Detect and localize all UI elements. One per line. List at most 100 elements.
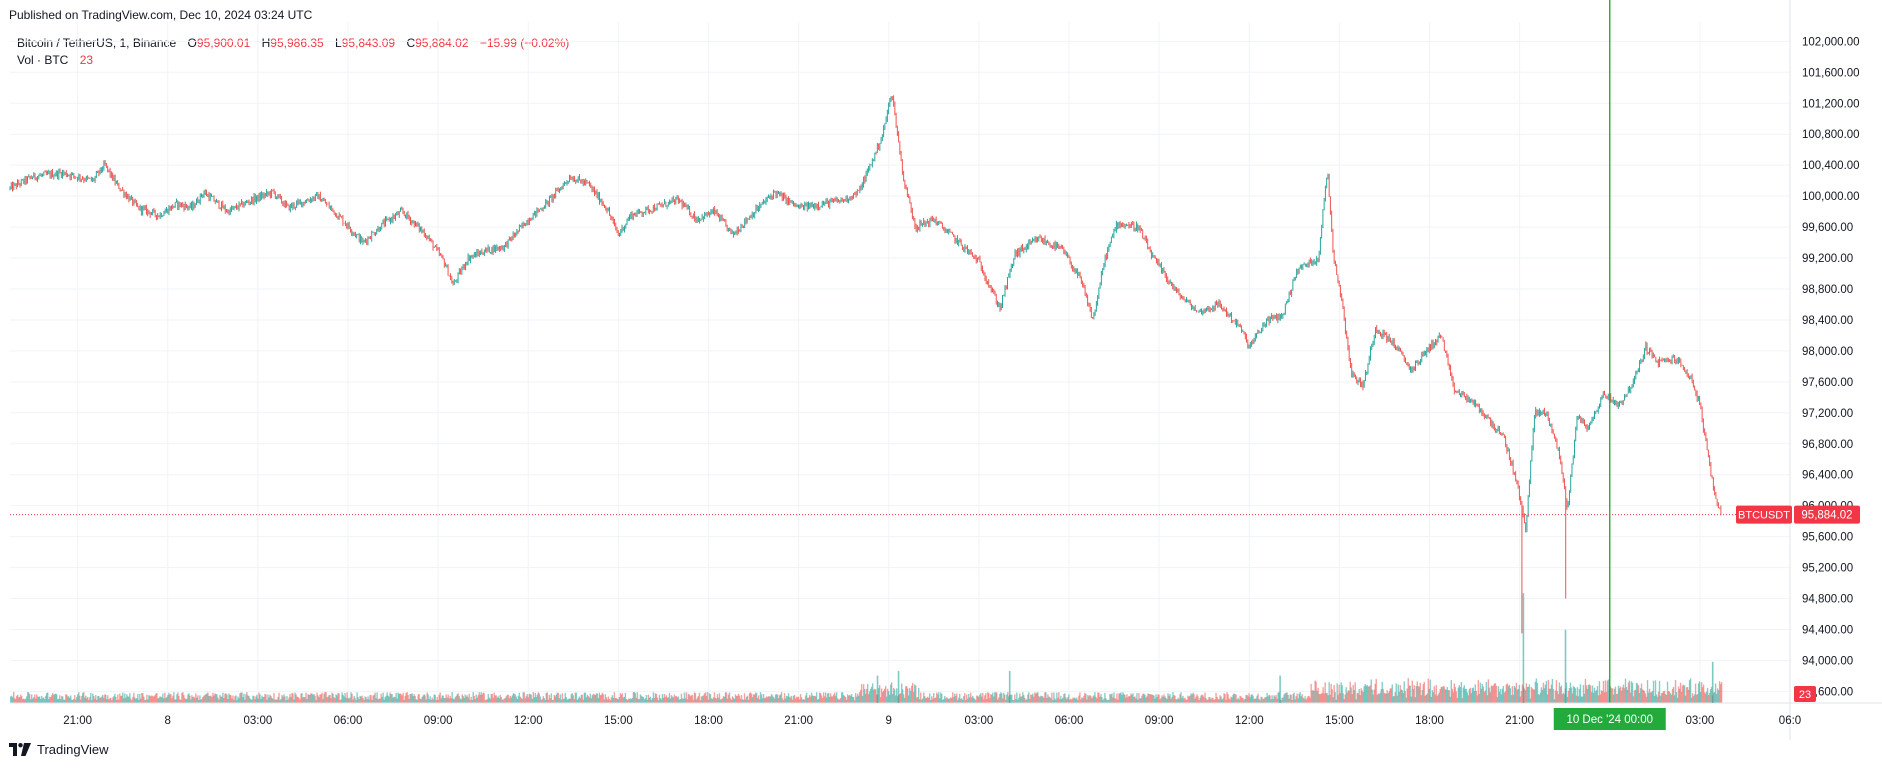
price-chart[interactable]: 102,000.00101,600.00101,200.00100,800.00… bbox=[0, 0, 1882, 740]
volume-bar bbox=[1468, 689, 1471, 703]
volume-bar bbox=[249, 698, 251, 703]
volume-bar bbox=[1501, 688, 1504, 703]
volume-bar bbox=[372, 695, 374, 703]
volume-bar bbox=[313, 694, 315, 703]
volume-bar bbox=[1702, 684, 1705, 703]
volume-bar bbox=[1138, 693, 1140, 703]
volume-bar bbox=[1285, 692, 1287, 703]
volume-bar bbox=[1357, 693, 1359, 703]
volume-bar bbox=[1388, 691, 1390, 703]
volume-bar bbox=[259, 694, 261, 703]
volume-bar bbox=[1657, 691, 1660, 703]
volume-bar bbox=[1021, 696, 1023, 703]
volume-bar bbox=[1336, 683, 1338, 703]
volume-bar bbox=[1020, 696, 1022, 703]
volume-bar bbox=[1452, 692, 1455, 703]
volume-bar bbox=[1320, 693, 1322, 703]
volume-bar-notable bbox=[876, 675, 879, 703]
volume-bar bbox=[1592, 692, 1595, 703]
volume-bar bbox=[1072, 697, 1074, 703]
volume-bar bbox=[1290, 694, 1292, 703]
volume-bar bbox=[865, 688, 868, 703]
legend-volume-label[interactable]: Vol · BTC bbox=[17, 53, 69, 67]
volume-bar bbox=[1529, 698, 1532, 703]
volume-bar bbox=[1411, 680, 1413, 703]
volume-bar bbox=[1235, 694, 1237, 703]
legend-symbol[interactable]: Bitcoin / TetherUS, 1, Binance bbox=[17, 36, 177, 50]
volume-bar bbox=[1370, 679, 1372, 703]
volume-bar bbox=[199, 695, 201, 703]
volume-bar bbox=[608, 698, 611, 703]
volume-bar bbox=[405, 692, 407, 703]
volume-bar bbox=[1590, 692, 1593, 703]
volume-bar bbox=[397, 692, 399, 703]
volume-bar bbox=[421, 696, 423, 703]
tradingview-brand[interactable]: TradingView bbox=[9, 742, 109, 757]
volume-bar bbox=[1686, 687, 1689, 703]
volume-bar bbox=[531, 698, 533, 703]
volume-bar bbox=[938, 692, 940, 703]
volume-bar bbox=[677, 696, 680, 703]
volume-bar bbox=[611, 695, 614, 703]
volume-bar bbox=[1171, 697, 1173, 703]
time-tick-label: 15:00 bbox=[604, 715, 633, 727]
volume-bar bbox=[1661, 692, 1664, 703]
volume-bar bbox=[1295, 696, 1297, 703]
volume-bar bbox=[1161, 695, 1163, 703]
volume-bar bbox=[218, 699, 220, 703]
volume-bar bbox=[581, 694, 584, 703]
volume-bar bbox=[801, 699, 804, 703]
volume-bar bbox=[1396, 695, 1398, 703]
volume-bar bbox=[1207, 699, 1209, 703]
volume-bar bbox=[475, 694, 477, 703]
volume-bar bbox=[1642, 690, 1645, 703]
volume-bar bbox=[606, 699, 609, 703]
volume-bar bbox=[1471, 688, 1474, 703]
volume-bar bbox=[1703, 692, 1706, 703]
volume-bar bbox=[1632, 696, 1635, 703]
volume-bar bbox=[449, 695, 451, 703]
volume-bar bbox=[1582, 684, 1585, 703]
volume-bar bbox=[883, 688, 886, 703]
volume-bar bbox=[991, 694, 993, 703]
volume-bar bbox=[1266, 692, 1268, 703]
price-tick-label: 98,400.00 bbox=[1802, 315, 1853, 327]
volume-bar bbox=[969, 697, 971, 703]
volume-bar bbox=[1525, 683, 1528, 703]
volume-bar bbox=[1430, 696, 1432, 703]
legend-high: 95,986.35 bbox=[270, 36, 324, 50]
volume-bar bbox=[884, 685, 887, 703]
volume-bar bbox=[375, 698, 377, 703]
volume-bar bbox=[291, 692, 293, 703]
volume-bar bbox=[26, 696, 28, 703]
volume-bar bbox=[737, 693, 740, 703]
volume-bar bbox=[1280, 700, 1282, 703]
volume-bar bbox=[439, 692, 441, 703]
volume-bar bbox=[420, 699, 422, 703]
volume-bar bbox=[1322, 687, 1324, 703]
volume-bar bbox=[1059, 699, 1061, 703]
crosshair-time-label: 10 Dec '24 00:00 bbox=[1566, 714, 1653, 726]
volume-bar bbox=[1537, 694, 1540, 703]
volume-bar bbox=[1158, 694, 1160, 703]
volume-bar bbox=[482, 692, 484, 703]
volume-bar bbox=[841, 692, 844, 703]
volume-bar bbox=[645, 694, 648, 703]
volume-bar bbox=[734, 694, 737, 703]
volume-bar bbox=[1124, 695, 1126, 703]
volume-bar bbox=[1122, 692, 1124, 703]
volume-bar bbox=[1489, 692, 1492, 703]
volume-bar bbox=[87, 697, 89, 703]
volume-bar bbox=[24, 699, 26, 703]
volume-bar bbox=[106, 699, 108, 703]
volume-bar bbox=[738, 695, 741, 703]
volume-bar bbox=[331, 692, 333, 703]
volume-bar bbox=[885, 696, 888, 703]
time-tick-label: 03:00 bbox=[243, 715, 272, 727]
volume-bar bbox=[763, 698, 766, 703]
volume-bar bbox=[1246, 694, 1248, 703]
volume-bar bbox=[444, 697, 446, 703]
volume-bar bbox=[820, 695, 823, 703]
volume-bar bbox=[1139, 698, 1141, 703]
volume-bar bbox=[501, 699, 503, 703]
